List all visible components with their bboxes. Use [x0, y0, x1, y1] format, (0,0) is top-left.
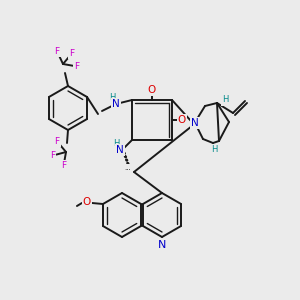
Text: F: F: [54, 137, 60, 146]
Text: O: O: [83, 197, 91, 207]
Text: H: H: [113, 140, 119, 148]
Text: N: N: [116, 145, 124, 155]
Text: F: F: [74, 62, 79, 71]
Text: F: F: [55, 47, 60, 56]
Text: O: O: [148, 85, 156, 95]
Text: N: N: [191, 118, 199, 128]
Text: H: H: [211, 146, 217, 154]
Text: N: N: [112, 99, 120, 109]
Text: N: N: [158, 240, 166, 250]
Text: F: F: [69, 49, 75, 58]
Text: H: H: [109, 94, 115, 103]
Text: O: O: [178, 115, 186, 125]
Text: F: F: [50, 151, 55, 160]
Text: F: F: [61, 161, 66, 170]
Text: H: H: [222, 95, 228, 104]
Text: ...: ...: [124, 165, 131, 171]
